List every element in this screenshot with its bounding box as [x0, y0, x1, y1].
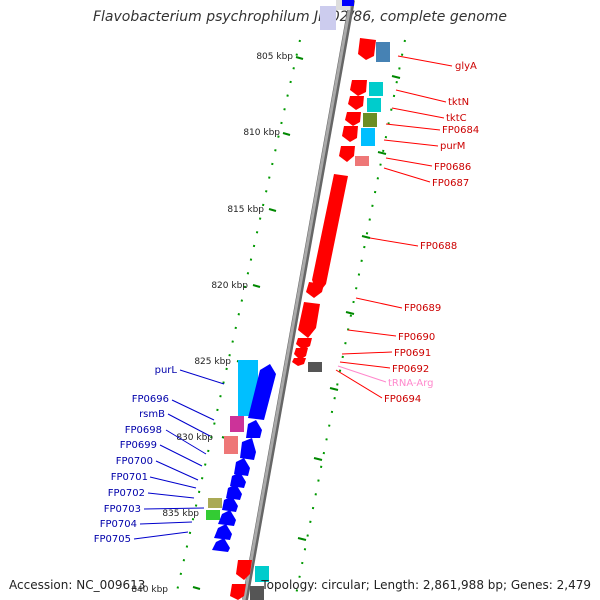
- gene-tktN[interactable]: [369, 82, 383, 96]
- gene-purM[interactable]: [342, 126, 358, 142]
- label-FP0700[interactable]: FP0700: [116, 456, 153, 467]
- label-FP0704[interactable]: FP0704: [100, 519, 137, 530]
- gene-purM-block[interactable]: [361, 128, 375, 146]
- gene-glyA[interactable]: [358, 38, 376, 60]
- label-FP0703[interactable]: FP0703: [104, 504, 141, 515]
- gene-rsmB-block[interactable]: [230, 416, 244, 432]
- forward-callouts: [335, 55, 453, 399]
- gene-FP0704[interactable]: [206, 510, 220, 520]
- label-FP0690[interactable]: FP0690: [398, 332, 435, 343]
- gene-FP0684-block[interactable]: [363, 113, 377, 127]
- gene-FP0691[interactable]: [294, 348, 308, 360]
- scale-ticks: [192, 56, 401, 590]
- scale-label-840: 840 kbp: [131, 585, 168, 595]
- label-FP0691[interactable]: FP0691: [394, 348, 431, 359]
- label-tktC[interactable]: tktC: [446, 113, 467, 124]
- scale-label-815: 815 kbp: [227, 205, 264, 215]
- gene-FP0705-b[interactable]: [214, 524, 232, 540]
- label-rsmB[interactable]: rsmB: [139, 409, 165, 420]
- gene-bottom-red[interactable]: [236, 560, 252, 580]
- scale-label-810: 810 kbp: [243, 128, 280, 138]
- gene-FP0692[interactable]: [292, 358, 306, 366]
- scale-label-835: 835 kbp: [162, 509, 199, 519]
- gene-FP0701[interactable]: [230, 472, 246, 488]
- label-FP0699[interactable]: FP0699: [120, 440, 157, 451]
- gene-FP0705-c[interactable]: [212, 538, 230, 552]
- gene-FP0690[interactable]: [296, 338, 312, 350]
- gene-FP0704-arrow[interactable]: [222, 496, 238, 512]
- label-FP0698[interactable]: FP0698: [125, 425, 162, 436]
- label-tktN[interactable]: tktN: [448, 97, 469, 108]
- gene-glyA-alt[interactable]: [376, 42, 390, 62]
- label-FP0694[interactable]: FP0694: [384, 394, 421, 405]
- label-FP0687[interactable]: FP0687: [432, 178, 469, 189]
- gene-FP0700[interactable]: [234, 458, 250, 476]
- gene-FP0699[interactable]: [240, 438, 256, 460]
- label-FP0692[interactable]: FP0692: [392, 364, 429, 375]
- label-FP0689[interactable]: FP0689: [404, 303, 441, 314]
- gene-FP0698[interactable]: [224, 436, 238, 454]
- gene-FP0702[interactable]: [226, 484, 242, 500]
- genome-backbone-highlight: [242, 0, 353, 600]
- gene-rsmB[interactable]: [246, 420, 262, 438]
- gene-bottom-cyan[interactable]: [255, 566, 269, 582]
- gene-FP0684[interactable]: [345, 112, 361, 126]
- gene-tktN-fwd[interactable]: [350, 80, 367, 96]
- scale-label-820: 820 kbp: [211, 281, 248, 291]
- gene-tktN-2[interactable]: [367, 98, 381, 112]
- scale-label-830: 830 kbp: [176, 433, 213, 443]
- scale-label-825: 825 kbp: [194, 357, 231, 367]
- genome-summary: Topology: circular; Length: 2,861,988 bp…: [261, 578, 591, 592]
- label-FP0696[interactable]: FP0696: [132, 394, 169, 405]
- gene-FP0686[interactable]: [339, 146, 355, 162]
- scale-label-805: 805 kbp: [256, 52, 293, 62]
- gene-FP0689[interactable]: [298, 302, 320, 338]
- label-FP0705[interactable]: FP0705: [94, 534, 131, 545]
- reverse-strand-genes: [206, 0, 354, 552]
- label-glyA[interactable]: glyA: [455, 61, 477, 72]
- gene-bottom-grey[interactable]: [250, 586, 264, 600]
- reverse-callouts: [133, 369, 225, 540]
- gene-FP0688[interactable]: [312, 174, 348, 294]
- label-trna-arg[interactable]: tRNA-Arg: [388, 378, 433, 389]
- label-purL[interactable]: purL: [155, 365, 178, 376]
- gene-FP0694-block[interactable]: [308, 362, 322, 372]
- label-FP0688[interactable]: FP0688: [420, 241, 457, 252]
- genome-title: Flavobacterium psychrophilum JIP02/86, c…: [92, 9, 508, 25]
- trna-callout: [337, 365, 387, 383]
- gene-bottom-red-2[interactable]: [230, 584, 246, 600]
- gene-FP0705[interactable]: [218, 510, 236, 526]
- gene-purL[interactable]: [248, 364, 276, 420]
- label-FP0702[interactable]: FP0702: [108, 488, 145, 499]
- gene-FP0687[interactable]: [355, 156, 369, 166]
- gene-FP0703[interactable]: [208, 498, 222, 508]
- accession-label: Accession: NC_009613: [9, 578, 146, 592]
- label-FP0684[interactable]: FP0684: [442, 125, 479, 136]
- label-FP0686[interactable]: FP0686: [434, 162, 471, 173]
- label-FP0701[interactable]: FP0701: [111, 472, 148, 483]
- gene-tktC[interactable]: [348, 96, 364, 110]
- gene-FP0688-b[interactable]: [306, 282, 324, 298]
- forward-strand-genes: [230, 0, 390, 600]
- label-purM[interactable]: purM: [440, 141, 465, 152]
